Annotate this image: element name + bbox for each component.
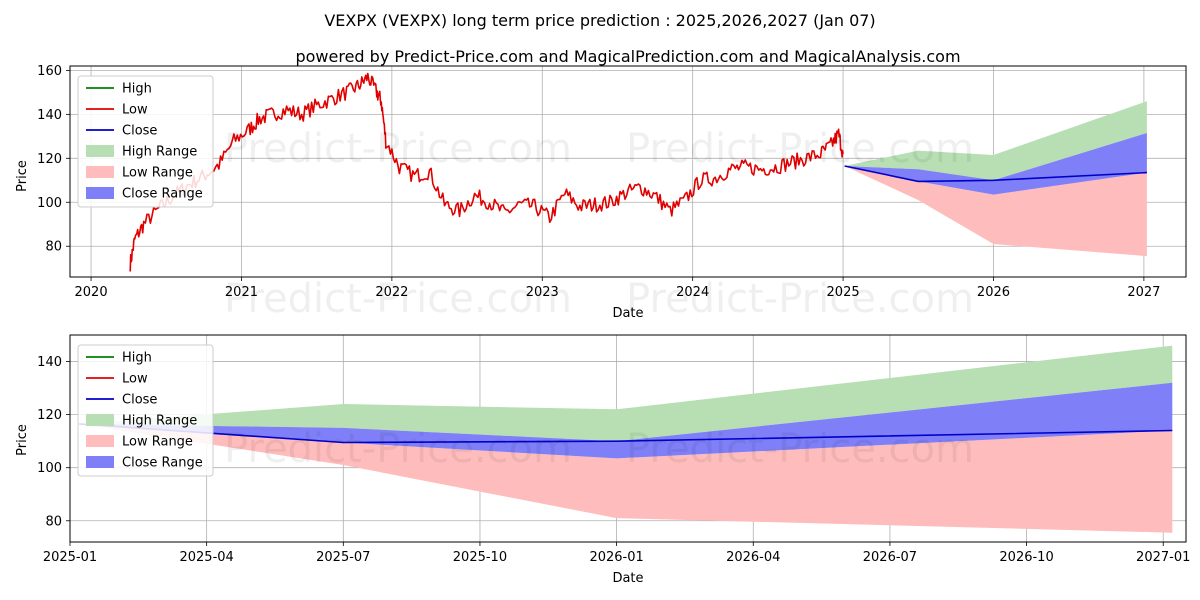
watermark-6: Predict-Price.com bbox=[626, 426, 974, 472]
y-tick-label: 140 bbox=[37, 355, 62, 370]
top-legend: High Low Close High Range Low Range Close Ran… bbox=[77, 75, 214, 208]
y-tick-label: 100 bbox=[37, 461, 62, 476]
chart-subtitle: powered by Predict-Price.com and Magical… bbox=[295, 47, 960, 66]
legend-swatch-high-range bbox=[86, 145, 114, 157]
bottom-ticks: 2025-01 2025-04 2025-07 2025-10 2026-01 2026-… bbox=[37, 355, 1190, 565]
low-range-band bbox=[79, 423, 1173, 533]
legend-label-high: High bbox=[122, 351, 152, 366]
legend-swatch-low-range bbox=[86, 166, 114, 178]
y-tick-label: 80 bbox=[45, 514, 62, 529]
x-tick-label: 2025-07 bbox=[316, 550, 370, 565]
watermark-2: Predict-Price.com bbox=[626, 126, 974, 172]
chart-title: VEXPX (VEXPX) long term price prediction… bbox=[324, 11, 875, 30]
legend-label-close-range: Close Range bbox=[122, 456, 203, 471]
top-forecast-bands bbox=[844, 101, 1147, 257]
y-tick-label: 80 bbox=[45, 240, 62, 255]
high-range-band bbox=[844, 101, 1147, 181]
bottom-panel: 2025-01 2025-04 2025-07 2025-10 2026-01 2026-… bbox=[15, 334, 1190, 586]
legend-swatch-low-range bbox=[86, 435, 114, 447]
high-range-band bbox=[79, 345, 1173, 442]
top-axes-frame bbox=[69, 65, 1187, 278]
x-tick-label: 2026-10 bbox=[999, 550, 1053, 565]
low-range-band bbox=[844, 166, 1147, 257]
x-tick-label: 2025-04 bbox=[179, 550, 233, 565]
x-tick-label: 2027-01 bbox=[1136, 550, 1190, 565]
x-tick-label: 2026-07 bbox=[863, 550, 917, 565]
close-range-band bbox=[844, 133, 1147, 195]
bottom-axes-frame bbox=[69, 334, 1187, 543]
legend-label-low: Low bbox=[122, 372, 148, 387]
close-range-band bbox=[79, 382, 1173, 459]
watermark-5: Predict-Price.com bbox=[224, 426, 572, 472]
x-tick-label: 2026-04 bbox=[726, 550, 780, 565]
x-tick-label: 2025 bbox=[827, 285, 860, 300]
legend-label-low-range: Low Range bbox=[122, 435, 193, 450]
bottom-xlabel: Date bbox=[612, 571, 643, 586]
history-low-line bbox=[129, 72, 844, 272]
x-tick-label: 2020 bbox=[75, 285, 108, 300]
bottom-ylabel: Price bbox=[15, 424, 30, 456]
legend-label-close: Close bbox=[122, 124, 157, 139]
legend-label-low-range: Low Range bbox=[122, 166, 193, 181]
legend-label-high-range: High Range bbox=[122, 145, 197, 160]
top-panel: 2020 2021 2022 2023 2024 2025 2026 2027 80 100 120… bbox=[15, 64, 1187, 321]
x-tick-label: 2027 bbox=[1127, 285, 1160, 300]
legend-label-high: High bbox=[122, 82, 152, 97]
bottom-legend: High Low Close High Range Low Range Close Ran… bbox=[77, 344, 214, 477]
top-xlabel: Date bbox=[612, 306, 643, 321]
legend-swatch-close-range bbox=[86, 187, 114, 199]
y-tick-label: 140 bbox=[37, 108, 62, 123]
x-tick-label: 2025-10 bbox=[453, 550, 507, 565]
watermark-1: Predict-Price.com bbox=[224, 126, 572, 172]
watermark-4: Predict-Price.com bbox=[626, 276, 974, 322]
legend-label-close-range: Close Range bbox=[122, 187, 203, 202]
x-tick-label: 2026 bbox=[977, 285, 1010, 300]
legend-label-high-range: High Range bbox=[122, 414, 197, 429]
legend-swatch-high-range bbox=[86, 414, 114, 426]
x-tick-label: 2021 bbox=[225, 285, 258, 300]
legend-label-close: Close bbox=[122, 393, 157, 408]
y-tick-label: 100 bbox=[37, 196, 62, 211]
top-ticks: 2020 2021 2022 2023 2024 2025 2026 2027 80 100 120… bbox=[37, 64, 1160, 300]
y-tick-label: 160 bbox=[37, 64, 62, 79]
y-tick-label: 120 bbox=[37, 408, 62, 423]
top-ylabel: Price bbox=[15, 160, 30, 192]
legend-swatch-close-range bbox=[86, 456, 114, 468]
x-tick-label: 2026-01 bbox=[589, 550, 643, 565]
top-lines bbox=[129, 72, 1147, 272]
x-tick-label: 2024 bbox=[676, 285, 709, 300]
bottom-forecast-bands bbox=[79, 345, 1173, 533]
x-tick-label: 2022 bbox=[375, 285, 408, 300]
forecast-close-line bbox=[844, 165, 1147, 183]
legend-label-low: Low bbox=[122, 103, 148, 118]
y-tick-label: 120 bbox=[37, 152, 62, 167]
x-tick-label: 2025-01 bbox=[43, 550, 97, 565]
watermark-3: Predict-Price.com bbox=[224, 276, 572, 322]
x-tick-label: 2023 bbox=[526, 285, 559, 300]
